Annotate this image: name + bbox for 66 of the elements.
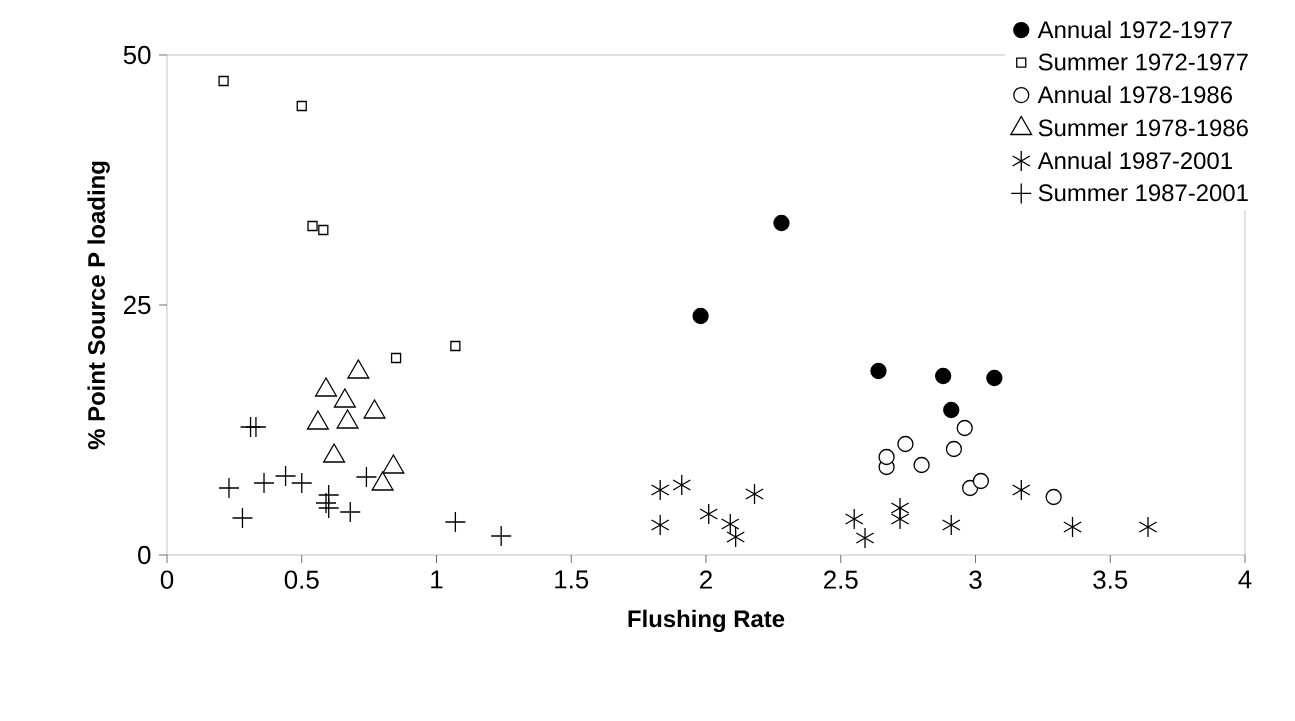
point: [945, 440, 963, 458]
legend-label: Summer 1978-1986: [1038, 119, 1248, 137]
point: [318, 497, 340, 519]
point: [720, 513, 740, 535]
x-axis-title: Flushing Rate: [628, 609, 785, 633]
point: [355, 466, 378, 488]
point: [296, 100, 307, 112]
point: [878, 448, 895, 466]
point: [935, 367, 952, 385]
point: [390, 352, 402, 364]
point: [870, 362, 887, 380]
point: [291, 472, 313, 494]
legend-label: Summer 1972-1977: [1038, 53, 1248, 71]
point: [444, 511, 467, 533]
point: [913, 456, 930, 474]
legend-label: Annual 1978-1986: [1037, 85, 1232, 104]
x-tick-label: 2: [700, 570, 712, 589]
y-axis-title: % Point Source P loading: [87, 161, 110, 450]
point: [307, 220, 318, 232]
x-tick-label: 0.5: [284, 570, 319, 589]
point: [956, 419, 973, 437]
legend-label: Annual 1987-2001: [1037, 151, 1232, 170]
x-tick-label: 1.5: [555, 570, 589, 589]
point: [650, 479, 670, 501]
point: [844, 508, 864, 530]
point: [1138, 516, 1158, 538]
legend-label: Summer 1987-2001: [1038, 184, 1248, 202]
point: [890, 508, 910, 530]
point: [941, 514, 961, 536]
point: [450, 340, 461, 352]
legend-label: Annual 1972-1977: [1037, 20, 1232, 39]
point: [218, 75, 229, 87]
y-tick-label: 50: [123, 45, 151, 65]
point: [1045, 488, 1062, 506]
point: [745, 483, 764, 505]
point: [726, 526, 745, 548]
point: [961, 479, 979, 497]
point: [245, 416, 267, 438]
point: [339, 501, 361, 523]
point: [692, 307, 709, 325]
x-tick-label: 3.5: [1093, 570, 1128, 589]
y-tick-label: 25: [123, 295, 151, 315]
point: [1063, 516, 1082, 538]
point: [231, 507, 254, 529]
point: [218, 477, 240, 499]
point: [315, 492, 337, 514]
x-tick-label: 2.5: [824, 570, 858, 589]
y-tick-label: 0: [138, 545, 151, 565]
x-tick-label: 1: [431, 570, 443, 589]
point: [490, 525, 512, 547]
point: [699, 503, 719, 525]
x-tick-label: 4: [1238, 570, 1252, 589]
point: [972, 472, 990, 490]
point: [318, 224, 329, 236]
point: [773, 214, 790, 232]
point: [943, 401, 960, 419]
point: [855, 527, 875, 549]
point: [1012, 479, 1031, 501]
point: [274, 465, 297, 487]
x-tick-label: 0: [160, 570, 174, 589]
point: [897, 435, 914, 453]
x-tick-label: 3: [969, 570, 982, 589]
point: [672, 474, 692, 496]
point: [253, 472, 275, 494]
point: [650, 514, 670, 536]
point: [986, 369, 1003, 387]
